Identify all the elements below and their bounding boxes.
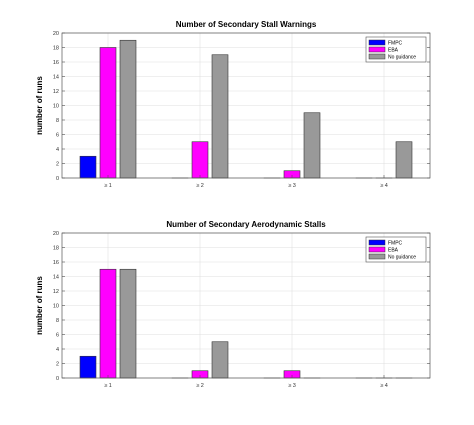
bar-fmpc-1 xyxy=(79,155,97,179)
bar-no-guidance-2 xyxy=(211,54,229,179)
y-tick-label: 16 xyxy=(53,60,59,66)
legend-swatch-fmpc xyxy=(368,39,386,46)
chart-title: Number of Secondary Aerodynamic Stalls xyxy=(166,220,326,229)
y-tick-label: 2 xyxy=(56,162,59,168)
bar-no-guidance-4 xyxy=(395,141,413,179)
x-tick-label: ≥ 2 xyxy=(196,183,204,189)
legend-swatch-no-guidance xyxy=(368,53,386,60)
x-tick-label: ≥ 4 xyxy=(380,383,388,389)
x-tick-label: ≥ 1 xyxy=(104,183,112,189)
y-tick-label: 10 xyxy=(53,104,59,110)
y-axis-label: number of runs xyxy=(35,276,44,335)
y-tick-label: 16 xyxy=(53,260,59,266)
x-tick-label: ≥ 3 xyxy=(288,183,296,189)
x-tick-label: ≥ 4 xyxy=(380,183,388,189)
x-tick-label: ≥ 2 xyxy=(196,383,204,389)
bar-no-guidance-1 xyxy=(119,39,137,179)
legend-label: EBA xyxy=(388,248,399,254)
y-tick-label: 4 xyxy=(56,147,59,153)
y-axis-label: number of runs xyxy=(35,76,44,135)
y-tick-label: 0 xyxy=(56,376,59,382)
x-tick-label: ≥ 1 xyxy=(104,383,112,389)
y-tick-label: 8 xyxy=(56,318,59,324)
y-tick-label: 10 xyxy=(53,304,59,310)
chart-1: 0 2 4 6 8 10 12 14 16 18 20 ≥ 1 ≥ 2 ≥ 3 ≥ 4 Number of S… xyxy=(35,20,431,189)
legend-label: FMPC xyxy=(388,41,403,47)
legend-swatch-fmpc xyxy=(368,239,386,246)
y-tick-label: 18 xyxy=(53,46,59,52)
y-tick-label: 18 xyxy=(53,246,59,252)
bar-fmpc-1 xyxy=(79,355,97,379)
y-tick-label: 14 xyxy=(53,75,59,81)
y-tick-label: 12 xyxy=(53,289,59,295)
y-tick-label: 20 xyxy=(53,31,59,37)
legend-label: No guidance xyxy=(388,55,416,61)
y-tick-label: 2 xyxy=(56,362,59,368)
y-tick-label: 0 xyxy=(56,176,59,182)
y-tick-label: 14 xyxy=(53,275,59,281)
y-tick-label: 20 xyxy=(53,231,59,237)
bar-no-guidance-2 xyxy=(211,341,229,379)
bar-eba-1 xyxy=(99,47,117,179)
legend-swatch-eba xyxy=(368,246,386,253)
legend-swatch-no-guidance xyxy=(368,253,386,260)
bar-no-guidance-3 xyxy=(303,112,321,179)
legend-swatch-eba xyxy=(368,46,386,53)
bar-eba-1 xyxy=(99,268,117,379)
legend-label: EBA xyxy=(388,48,399,54)
y-tick-label: 8 xyxy=(56,118,59,124)
chart-title: Number of Secondary Stall Warnings xyxy=(176,20,317,29)
legend-label: No guidance xyxy=(388,255,416,261)
y-tick-label: 12 xyxy=(53,89,59,95)
legend-label: FMPC xyxy=(388,241,403,247)
bar-eba-2 xyxy=(191,141,209,179)
y-tick-label: 6 xyxy=(56,133,59,139)
chart-2: 0 2 4 6 8 10 12 14 16 18 20 ≥ 1 ≥ 2 ≥ 3 ≥ 4 Number of S… xyxy=(35,220,431,389)
y-tick-label: 6 xyxy=(56,333,59,339)
bar-no-guidance-1 xyxy=(119,268,137,379)
x-tick-label: ≥ 3 xyxy=(288,383,296,389)
y-tick-label: 4 xyxy=(56,347,59,353)
